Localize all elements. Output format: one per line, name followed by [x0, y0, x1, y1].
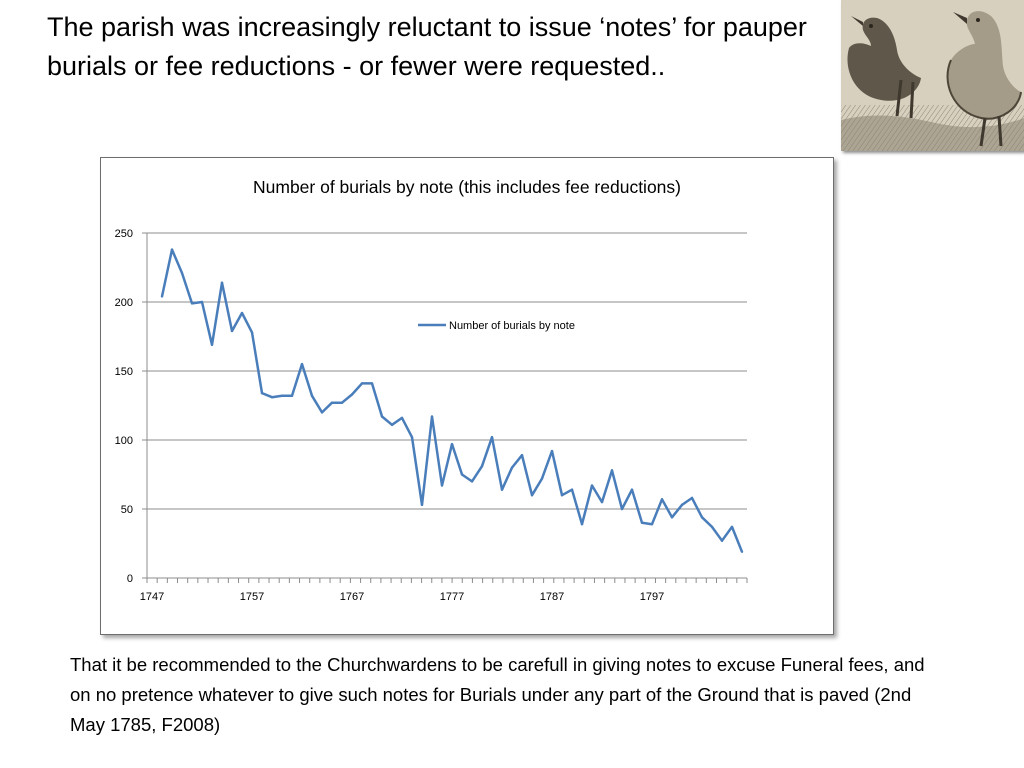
data-point — [720, 539, 724, 542]
y-tick-label: 200 — [115, 297, 133, 309]
data-point — [740, 550, 744, 553]
data-point — [190, 302, 194, 305]
data-point — [600, 500, 604, 504]
data-point — [370, 382, 374, 385]
data-point — [690, 496, 694, 500]
data-point — [420, 503, 424, 507]
data-point — [490, 436, 494, 439]
data-point — [290, 394, 294, 398]
data-point — [670, 516, 674, 519]
duck-engraving-drawing — [841, 0, 1024, 151]
data-point — [170, 248, 174, 251]
data-point — [680, 503, 684, 507]
data-point — [470, 480, 474, 483]
data-point — [590, 484, 594, 487]
x-tick-label: 1767 — [340, 591, 364, 603]
data-point — [330, 401, 334, 404]
x-tick-label: 1797 — [640, 591, 664, 603]
data-point — [460, 473, 464, 476]
data-point — [580, 522, 584, 526]
x-tick-label: 1757 — [240, 591, 264, 603]
data-point — [640, 521, 644, 524]
data-point — [280, 394, 284, 398]
data-point — [250, 331, 254, 334]
data-point — [410, 436, 414, 439]
y-tick-label: 150 — [115, 366, 133, 378]
y-tick-label: 0 — [127, 573, 133, 585]
data-point — [660, 498, 664, 501]
data-point — [480, 465, 484, 468]
data-point — [510, 466, 514, 469]
legend-label: Number of burials by note — [449, 320, 575, 332]
slide-caption: That it be recommended to the Churchward… — [70, 654, 925, 735]
data-point — [550, 449, 554, 453]
series-line-burials-by-note — [160, 248, 744, 553]
data-point — [300, 362, 304, 366]
data-point — [730, 525, 734, 529]
data-point — [530, 494, 534, 497]
data-point — [360, 382, 364, 385]
data-point — [700, 516, 704, 519]
data-point — [230, 329, 234, 333]
data-point — [310, 394, 314, 398]
data-point — [450, 442, 454, 446]
data-point — [610, 469, 614, 472]
data-point — [650, 522, 654, 526]
chart-frame: Number of burials by note (this includes… — [100, 157, 834, 635]
data-point — [440, 484, 444, 487]
data-point — [560, 494, 564, 497]
data-point — [240, 311, 244, 315]
series-layer — [160, 248, 744, 553]
data-point — [320, 411, 324, 414]
burials-line-chart: Number of burials by note (this includes… — [115, 177, 748, 603]
x-tick-label: 1787 — [540, 591, 564, 603]
data-point — [710, 525, 714, 529]
duck-engraving-image — [841, 0, 1024, 151]
data-point — [180, 271, 184, 275]
data-point — [350, 393, 354, 396]
data-point — [400, 416, 404, 420]
legend: Number of burials by note — [418, 320, 575, 332]
data-point — [430, 415, 434, 418]
data-point — [520, 453, 524, 457]
axes: 0 50 100 150 200 250 1747 1757 1767 1777 1787 1797 — [115, 228, 748, 603]
data-point — [340, 401, 344, 404]
y-tick-label: 50 — [121, 504, 133, 516]
x-tick-label: 1747 — [140, 591, 164, 603]
y-tick-label: 250 — [115, 228, 133, 240]
slide-title: The parish was increasingly reluctant to… — [47, 12, 807, 81]
data-point — [630, 488, 634, 491]
data-point — [540, 477, 544, 480]
data-point — [260, 391, 264, 395]
data-point — [220, 281, 224, 284]
data-point — [270, 396, 274, 399]
data-point — [380, 415, 384, 418]
data-point — [390, 423, 394, 427]
data-point — [570, 488, 574, 491]
data-point — [500, 488, 504, 491]
data-point — [200, 300, 204, 304]
data-point — [620, 507, 624, 511]
data-point — [210, 343, 214, 346]
data-point — [160, 295, 164, 298]
gridlines — [147, 232, 747, 510]
y-tick-label: 100 — [115, 435, 133, 447]
chart-title: Number of burials by note (this includes… — [253, 177, 681, 197]
x-tick-label: 1777 — [440, 591, 464, 603]
